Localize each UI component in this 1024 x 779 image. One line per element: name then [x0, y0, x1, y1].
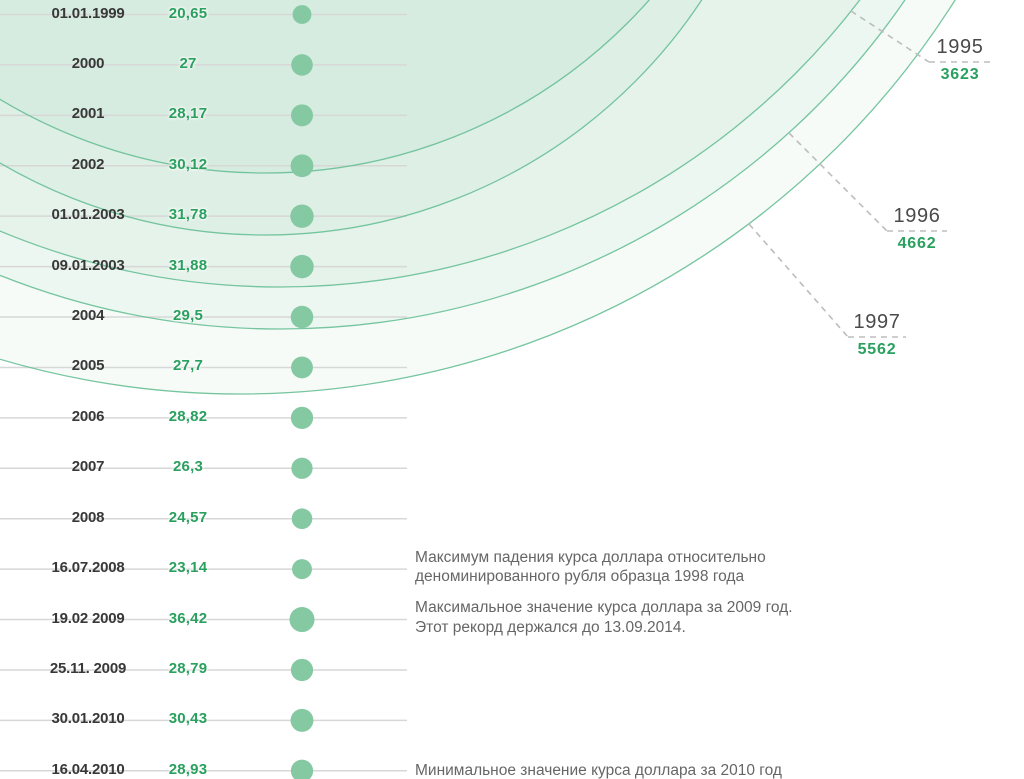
value-label: 36,42 — [168, 609, 208, 627]
row-annotation: Максимальное значение курса доллара за 2… — [415, 599, 793, 636]
date-label: 30.01.2010 — [51, 710, 125, 728]
date-label: 2001 — [71, 105, 105, 123]
row-annotation: Минимальное значение курса доллара за 20… — [415, 761, 782, 779]
year-circle-fill — [0, 0, 649, 173]
value-label: 26,3 — [173, 458, 203, 476]
value-label: 28,82 — [168, 407, 208, 425]
value-dot — [290, 759, 314, 779]
row-annotation: Максимум падения курса доллара относител… — [415, 548, 766, 586]
year-circle-fill — [0, 0, 702, 235]
value-dot — [292, 559, 312, 580]
year-circle-arc — [0, 0, 861, 288]
value-dot — [290, 305, 314, 329]
pre-denomination-year-value: 4662 — [897, 235, 937, 252]
leader-line-diagonal — [850, 10, 930, 63]
year-circle-arc — [0, 0, 906, 330]
value-dot — [290, 406, 314, 429]
value-dot — [290, 204, 314, 228]
date-label: 01.01.2003 — [51, 206, 125, 224]
value-label: 28,79 — [168, 659, 208, 677]
date-label: 2002 — [71, 155, 105, 173]
date-label: 2008 — [71, 508, 105, 526]
year-circle-fill — [0, 0, 905, 329]
value-dot — [290, 254, 314, 279]
value-dot — [290, 154, 314, 178]
value-label: 27,7 — [173, 357, 203, 375]
value-dot — [291, 54, 313, 76]
date-label: 09.01.2003 — [51, 256, 125, 274]
value-label: 28,17 — [168, 105, 208, 123]
value-label: 28,93 — [168, 760, 208, 778]
value-dot — [292, 5, 312, 24]
value-dot — [290, 658, 314, 682]
pre-denomination-year-value: 3623 — [940, 66, 980, 83]
year-circle-arc — [0, 0, 956, 395]
year-circle-arc — [0, 0, 703, 236]
date-label: 2005 — [71, 357, 105, 375]
value-dot — [291, 508, 313, 529]
leader-line-diagonal — [748, 223, 849, 338]
leader-line-diagonal — [788, 132, 888, 232]
date-label: 01.01.1999 — [51, 4, 125, 22]
date-label: 16.07.2008 — [51, 559, 125, 577]
date-label: 2004 — [71, 307, 105, 325]
date-label: 2000 — [71, 54, 105, 72]
value-label: 20,65 — [168, 4, 208, 22]
date-label: 25.11. 2009 — [49, 659, 127, 677]
pre-denomination-year-label: 1995 — [936, 36, 984, 58]
value-dot — [291, 457, 313, 479]
value-label: 31,78 — [168, 206, 208, 224]
value-label: 23,14 — [168, 559, 208, 577]
value-label: 24,57 — [168, 508, 208, 526]
value-label: 29,5 — [173, 307, 203, 325]
date-label: 2006 — [71, 407, 105, 425]
value-dot — [290, 708, 314, 732]
value-label: 31,88 — [168, 256, 208, 274]
value-dot — [290, 104, 314, 127]
year-circle-arc — [0, 0, 650, 174]
value-label: 30,43 — [168, 710, 208, 728]
value-label: 30,12 — [168, 155, 208, 173]
value-dot — [291, 356, 313, 379]
pre-denomination-year-value: 5562 — [857, 341, 897, 358]
year-circle-fill — [0, 0, 1024, 394]
date-label: 16.04.2010 — [51, 760, 125, 778]
pre-denomination-year-label: 1997 — [853, 311, 901, 333]
value-dot — [289, 607, 315, 633]
date-label: 2007 — [71, 458, 105, 476]
value-label: 27 — [179, 54, 197, 72]
pre-denomination-year-label: 1996 — [893, 205, 941, 227]
date-label: 19.02 2009 — [51, 609, 125, 627]
